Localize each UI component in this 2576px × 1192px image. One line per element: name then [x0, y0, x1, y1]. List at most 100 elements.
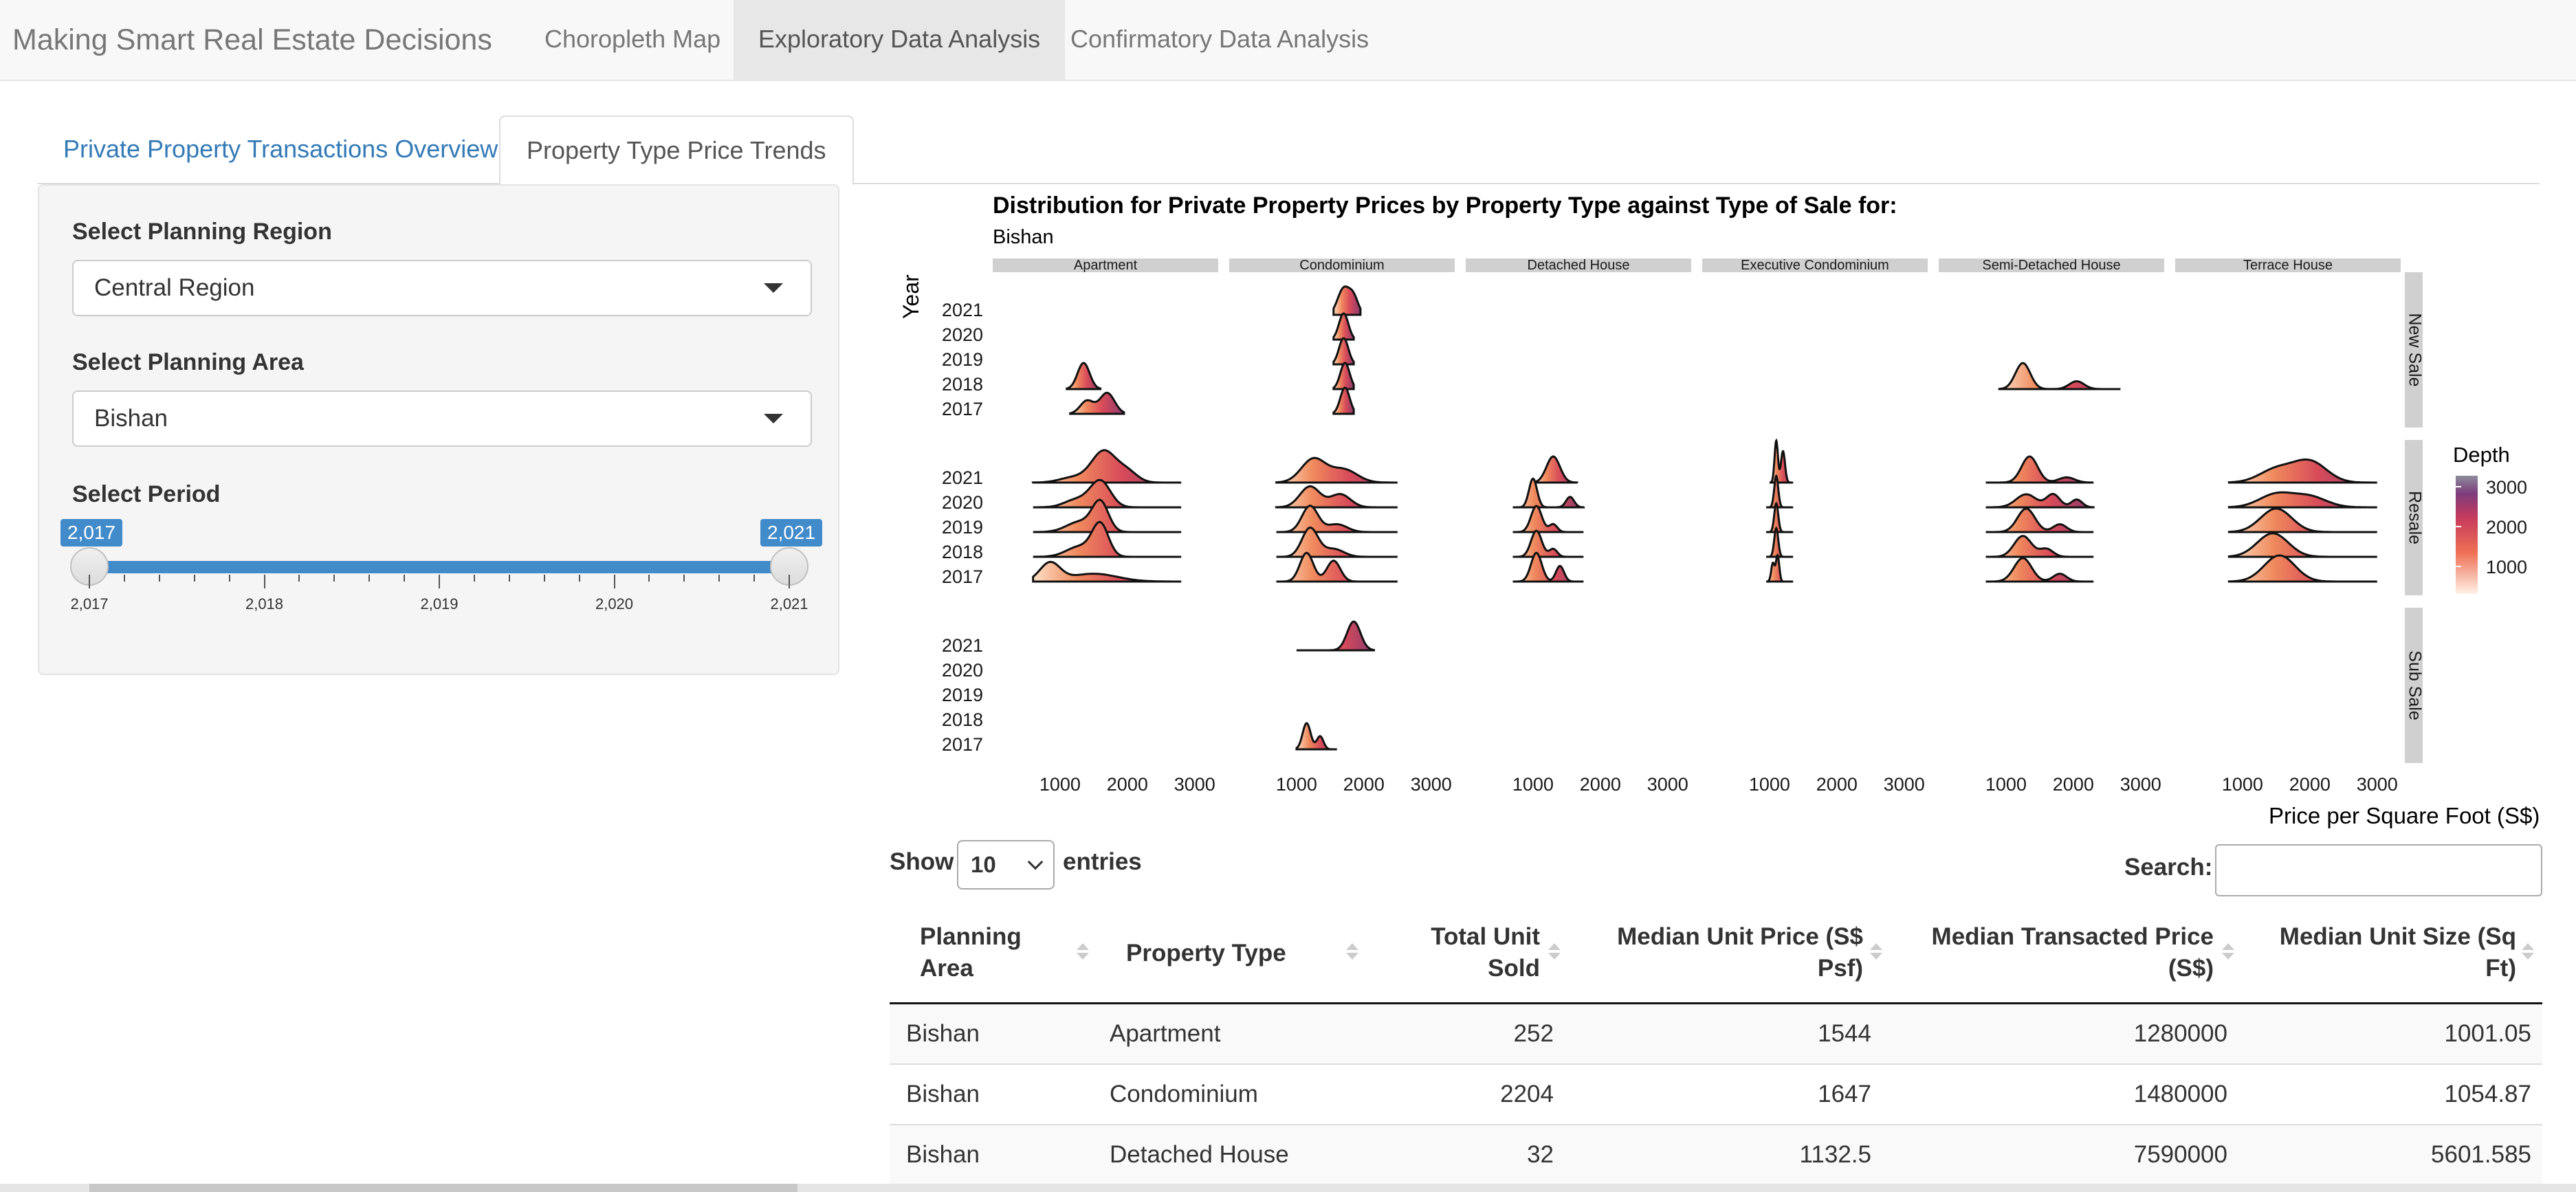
facet-strip-col: [1229, 258, 1455, 272]
x-tick-label: 3000: [1174, 774, 1215, 795]
facet-col-label: Condominium: [1299, 258, 1384, 273]
facet-strip-col: [2175, 258, 2401, 272]
header-divider: [890, 1002, 2542, 1004]
y-tick-label: 2017: [942, 566, 983, 587]
density-ridge: [1766, 501, 1794, 533]
table-search-input[interactable]: [2215, 844, 2542, 896]
x-tick-label: 2000: [1816, 774, 1858, 795]
nav-exploratory-data-analysis[interactable]: Exploratory Data Analysis: [734, 0, 1066, 80]
x-tick-label: 2000: [1580, 774, 1621, 795]
column-header[interactable]: Planning Area: [920, 921, 1071, 984]
slider-minor-tick: [508, 575, 510, 582]
column-header[interactable]: Median Unit Size (Sq Ft): [2234, 921, 2516, 984]
ridgeline-chart: Distribution for Private Property Prices…: [899, 192, 2540, 828]
legend-tick-label: 3000: [2486, 477, 2527, 498]
column-header[interactable]: Total Unit Sold: [1375, 921, 1540, 984]
table-cell: 1001.05: [2444, 1020, 2531, 1047]
density-ridge: [1985, 535, 2094, 558]
facet-strip-col: [993, 258, 1218, 272]
y-axis-title: Year: [899, 274, 923, 319]
facet-col-label: Executive Condominium: [1741, 258, 1889, 273]
nav-choropleth-map[interactable]: Choropleth Map: [544, 25, 721, 53]
facet-row-label: Sub Sale: [2405, 650, 2424, 720]
x-tick-label: 1000: [1512, 774, 1554, 795]
density-ridge: [1998, 362, 2121, 390]
scrollbar-thumb[interactable]: [89, 1184, 797, 1192]
period-slider-track[interactable]: [88, 561, 789, 573]
density-ridge: [1985, 492, 2095, 509]
table-cell: 2204: [1500, 1081, 1554, 1107]
density-ridge: [2227, 554, 2377, 583]
column-header-text: Planning: [920, 923, 1022, 950]
area-select[interactable]: Bishan: [72, 390, 812, 447]
search-label: Search:: [2124, 854, 2213, 881]
slider-minor-tick: [578, 575, 580, 582]
slider-max-badge: 2,021: [760, 519, 823, 547]
table-cell: Bishan: [906, 1141, 980, 1168]
density-ridge: [1296, 620, 1376, 652]
y-tick-label: 2019: [942, 685, 983, 705]
density-ridge: [1769, 438, 1794, 484]
slider-minor-tick: [123, 575, 125, 582]
slider-minor-tick: [368, 575, 371, 582]
table-cell: 1132.5: [1799, 1141, 1871, 1168]
table-cell: 1544: [1818, 1020, 1871, 1047]
x-tick-label: 1000: [1039, 774, 1081, 795]
slider-minor-tick: [404, 575, 406, 582]
sub-tabs: Private Property Transactions Overview P…: [37, 115, 2540, 186]
facet-col-label: Semi-Detached House: [1982, 258, 2120, 273]
slider-minor-tick: [333, 575, 335, 582]
legend-tick-label: 1000: [2486, 557, 2527, 577]
density-ridge: [1032, 560, 1182, 583]
slider-minor-tick: [193, 575, 195, 582]
legend-tick-label: 2000: [2486, 517, 2527, 538]
y-tick-label: 2017: [942, 399, 983, 419]
slider-minor-tick: [718, 575, 720, 582]
density-ridge: [1066, 362, 1102, 390]
y-tick-label: 2020: [942, 660, 983, 681]
slider-major-tick: [613, 575, 615, 588]
x-tick-label: 2000: [1343, 774, 1385, 795]
table-row[interactable]: Bishan Detached House 32 1132.5 7590000 5601.…: [890, 1125, 2542, 1186]
region-select[interactable]: Central Region: [72, 260, 812, 316]
x-tick-label: 3000: [1647, 774, 1688, 795]
table-row[interactable]: Bishan Apartment 252 1544 1280000 1001.05: [890, 1004, 2542, 1065]
table-row[interactable]: Bishan Condominium 2204 1647 1480000 1054.87: [890, 1065, 2542, 1125]
density-ridge: [1275, 485, 1398, 509]
slider-min-badge: 2,017: [60, 519, 123, 547]
density-ridge: [1069, 391, 1125, 415]
caret-down-icon: [764, 414, 783, 423]
density-ridge: [2227, 491, 2377, 509]
column-header[interactable]: Property Type: [1126, 938, 1346, 969]
slider-major-tick: [89, 575, 90, 588]
slider-major-tick: [789, 575, 790, 588]
entries-length-select[interactable]: 10: [957, 840, 1055, 890]
app-brand[interactable]: Making Smart Real Estate Decisions: [12, 23, 492, 56]
table-cell: 1647: [1818, 1081, 1871, 1107]
y-tick-label: 2018: [942, 374, 983, 395]
column-header-text: Area: [920, 955, 973, 982]
column-header[interactable]: Median Unit Price (S$ Psf): [1561, 921, 1863, 984]
area-label: Select Planning Area: [72, 349, 304, 375]
density-ridge: [1766, 526, 1794, 558]
region-label: Select Planning Region: [72, 219, 332, 245]
column-header[interactable]: Median Transacted Price (S$): [1884, 921, 2214, 984]
table-cell: 1280000: [2133, 1020, 2227, 1047]
x-tick-label: 2000: [1107, 774, 1148, 795]
y-tick-label: 2020: [942, 492, 983, 513]
tab-private-property-overview[interactable]: Private Property Transactions Overview: [63, 135, 498, 163]
nav-confirmatory-data-analysis[interactable]: Confirmatory Data Analysis: [1070, 25, 1369, 53]
entries-length-value: 10: [971, 852, 996, 877]
slider-minor-tick: [753, 575, 756, 582]
density-ridge: [1985, 455, 2094, 484]
density-ridge: [1332, 337, 1355, 366]
x-tick-label: 2000: [2053, 774, 2094, 795]
tab-property-type-price-trends[interactable]: Property Type Price Trends: [499, 115, 854, 186]
density-ridge: [1276, 505, 1398, 533]
density-ridge: [1295, 722, 1337, 751]
x-tick-label: 3000: [2357, 774, 2398, 795]
density-ridge: [1033, 478, 1182, 509]
table-cell: Bishan: [906, 1020, 980, 1047]
show-label: Show: [890, 848, 954, 875]
y-tick-label: 2019: [942, 517, 983, 538]
